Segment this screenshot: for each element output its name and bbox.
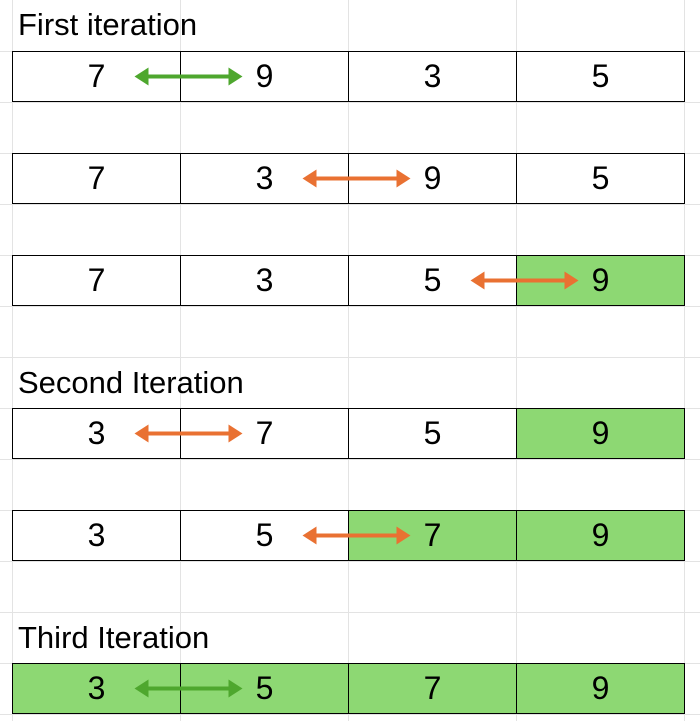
swap-arrow-head-right	[564, 271, 579, 290]
swap-arrow-icon	[302, 526, 411, 545]
gridline	[0, 459, 700, 460]
array-cell: 5	[516, 153, 685, 204]
array-cell: 3	[12, 510, 181, 561]
gridline	[0, 357, 700, 358]
heading-second-iteration: Second Iteration	[18, 365, 244, 400]
array-cell: 9	[516, 663, 685, 714]
swap-arrow-head-left	[302, 169, 317, 188]
swap-arrow-icon	[134, 67, 243, 86]
swap-arrow-head-left	[302, 526, 317, 545]
gridline	[180, 0, 181, 721]
swap-arrow-head-right	[228, 679, 243, 698]
swap-arrow-head-right	[396, 169, 411, 188]
heading-third-iteration: Third Iteration	[18, 620, 210, 655]
swap-arrow-head-left	[134, 424, 149, 443]
gridline	[348, 0, 349, 721]
gridline	[684, 0, 685, 721]
array-cell: 3	[180, 255, 349, 306]
swap-arrow-icon	[302, 169, 411, 188]
gridline	[516, 0, 517, 721]
array-cell: 7	[12, 153, 181, 204]
swap-arrow-icon	[134, 424, 243, 443]
gridline	[0, 714, 700, 715]
array-cell: 5	[348, 408, 517, 459]
gridline	[0, 612, 700, 613]
gridline	[0, 204, 700, 205]
swap-arrow-head-left	[470, 271, 485, 290]
array-cell: 9	[516, 408, 685, 459]
swap-arrow-icon	[134, 679, 243, 698]
array-cell: 9	[516, 510, 685, 561]
gridline	[0, 561, 700, 562]
swap-arrow-head-right	[228, 67, 243, 86]
array-cell: 7	[180, 408, 349, 459]
array-cell: 5	[516, 51, 685, 102]
swap-arrow-head-right	[396, 526, 411, 545]
array-cell: 7	[12, 255, 181, 306]
gridline	[0, 102, 700, 103]
gridline	[0, 306, 700, 307]
heading-first-iteration: First iteration	[18, 7, 198, 42]
array-cell: 9	[516, 255, 685, 306]
swap-arrow-icon	[470, 271, 579, 290]
swap-arrow-head-left	[134, 67, 149, 86]
array-cell: 7	[348, 663, 517, 714]
gridline	[12, 0, 13, 721]
swap-arrow-head-right	[228, 424, 243, 443]
swap-arrow-head-left	[134, 679, 149, 698]
